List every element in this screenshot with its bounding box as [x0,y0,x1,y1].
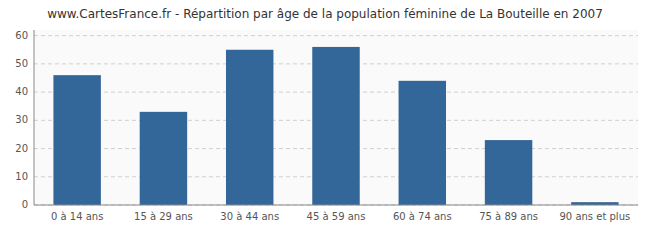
y-tick-label: 40 [15,86,28,97]
bar [140,112,187,205]
x-axis-line [34,205,638,206]
x-tick-label: 45 à 59 ans [307,211,366,222]
x-tick-label: 90 ans et plus [560,211,631,222]
x-tick-label: 15 à 29 ans [134,211,193,222]
x-axis: 0 à 14 ans 15 à 29 ans 30 à 44 ans 45 à 59 … [51,211,630,222]
y-tick-label: 10 [15,171,28,182]
grid [34,36,638,205]
y-tick-label: 50 [15,58,28,69]
y-tick-label: 60 [15,30,28,41]
chart-title: www.CartesFrance.fr - Répartition par âg… [47,7,603,21]
x-tick-label: 30 à 44 ans [220,211,279,222]
chart-container: 0 10 20 30 40 50 60 0 à 14 ans 15 à 29 ans 30 à 4… [0,0,650,229]
bars [53,47,618,205]
x-tick-label: 60 à 74 ans [393,211,452,222]
chart-svg: 0 10 20 30 40 50 60 0 à 14 ans 15 à 29 ans 30 à 4… [0,0,650,229]
bar [226,50,273,205]
bar [312,47,359,205]
bar [485,140,532,205]
y-tick-label: 30 [15,114,28,125]
grid-line [34,205,638,206]
y-tick-label: 0 [22,199,28,210]
plot-background [34,30,638,205]
x-tick-label: 75 à 89 ans [479,211,538,222]
bar [53,75,100,205]
bar [399,81,446,205]
y-axis-line [34,30,35,205]
x-tick-label: 0 à 14 ans [51,211,103,222]
y-tick-label: 20 [15,143,28,154]
grid-line [34,35,638,36]
y-axis: 0 10 20 30 40 50 60 [15,30,28,210]
